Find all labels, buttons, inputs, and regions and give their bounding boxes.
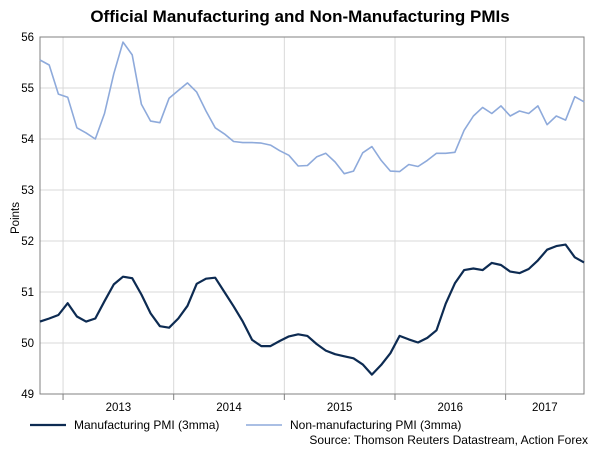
y-tick-label: 56 (21, 32, 34, 44)
y-tick-label: 53 (21, 185, 34, 197)
legend: Manufacturing PMI (3mma) Non-manufacturi… (30, 418, 461, 432)
series-line-manufacturing (39, 243, 585, 376)
legend-label-manufacturing: Manufacturing PMI (3mma) (74, 418, 219, 432)
x-tick-label-2017: 2017 (532, 402, 558, 414)
axis-layer: 49 50 51 52 53 54 55 56 2013 2014 2015 2016 2017 (21, 32, 585, 414)
y-tick-label: 49 (21, 389, 34, 401)
y-tick-label: 50 (21, 338, 34, 350)
y-tick-label: 52 (21, 236, 34, 248)
source-note: Source: Thomson Reuters Datastream, Acti… (309, 433, 588, 447)
y-tick-label: 54 (21, 134, 34, 146)
series-layer (39, 41, 585, 376)
x-tick-label-2015: 2015 (327, 402, 353, 414)
legend-label-non-manufacturing: Non-manufacturing PMI (3mma) (290, 418, 461, 432)
grid-layer (40, 37, 584, 394)
y-tick-label: 51 (21, 287, 34, 299)
plot-frame (39, 36, 585, 395)
y-tick-label: 55 (21, 83, 34, 95)
x-tick-label-2013: 2013 (106, 402, 132, 414)
x-tick-label-2016: 2016 (438, 402, 464, 414)
y-axis-label: Points (10, 202, 22, 234)
series-line-non-manufacturing (39, 41, 585, 175)
x-tick-label-2014: 2014 (216, 402, 242, 414)
chart-title: Official Manufacturing and Non-Manufactu… (90, 7, 509, 26)
